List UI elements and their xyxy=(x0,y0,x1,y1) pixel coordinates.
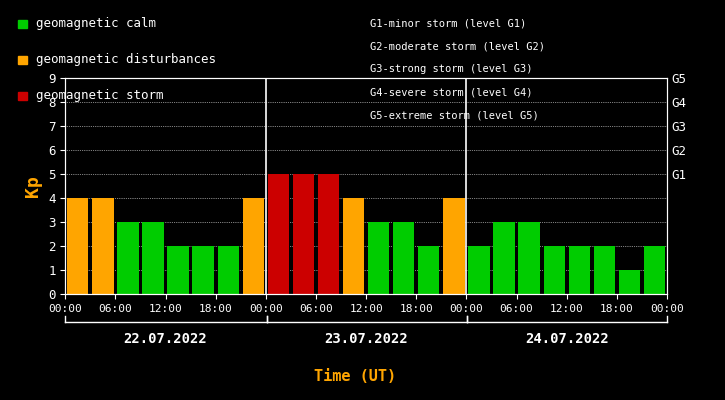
Text: 22.07.2022: 22.07.2022 xyxy=(124,332,207,346)
Bar xyxy=(193,246,214,294)
Bar xyxy=(418,246,439,294)
Bar xyxy=(544,246,565,294)
Bar xyxy=(92,198,114,294)
Bar xyxy=(268,174,289,294)
Text: geomagnetic storm: geomagnetic storm xyxy=(36,89,163,102)
Y-axis label: Kp: Kp xyxy=(25,175,43,197)
Bar xyxy=(468,246,489,294)
Bar xyxy=(594,246,615,294)
Bar xyxy=(343,198,364,294)
Text: Time (UT): Time (UT) xyxy=(314,369,397,384)
Bar xyxy=(393,222,415,294)
Bar xyxy=(318,174,339,294)
Bar xyxy=(368,222,389,294)
Text: G1-minor storm (level G1): G1-minor storm (level G1) xyxy=(370,18,526,28)
Text: G4-severe storm (level G4): G4-severe storm (level G4) xyxy=(370,88,532,98)
Bar xyxy=(644,246,665,294)
Bar xyxy=(243,198,264,294)
Bar xyxy=(518,222,539,294)
Bar xyxy=(293,174,314,294)
Text: 23.07.2022: 23.07.2022 xyxy=(324,332,408,346)
Bar xyxy=(167,246,188,294)
Text: 24.07.2022: 24.07.2022 xyxy=(525,332,608,346)
Text: geomagnetic calm: geomagnetic calm xyxy=(36,17,156,30)
Text: G2-moderate storm (level G2): G2-moderate storm (level G2) xyxy=(370,41,544,51)
Bar xyxy=(117,222,138,294)
Text: geomagnetic disturbances: geomagnetic disturbances xyxy=(36,53,215,66)
Bar xyxy=(494,222,515,294)
Bar xyxy=(568,246,590,294)
Bar xyxy=(443,198,465,294)
Bar xyxy=(67,198,88,294)
Bar xyxy=(142,222,164,294)
Bar xyxy=(618,270,640,294)
Text: G5-extreme storm (level G5): G5-extreme storm (level G5) xyxy=(370,111,539,121)
Text: G3-strong storm (level G3): G3-strong storm (level G3) xyxy=(370,64,532,74)
Bar xyxy=(218,246,239,294)
